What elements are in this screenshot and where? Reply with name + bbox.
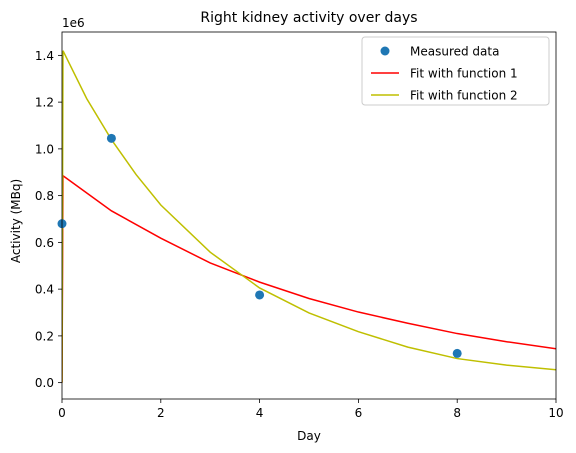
y-tick-label: 0.0 xyxy=(35,376,54,390)
y-axis-label: Activity (MBq) xyxy=(9,179,23,263)
y-axis-ticks: 0.0 0.2 0.4 0.6 0.8 1.0 1.2 1.4 xyxy=(35,49,62,390)
series-line-3 xyxy=(62,50,556,383)
chart-title: Right kidney activity over days xyxy=(200,10,417,26)
y-tick-label: 1.4 xyxy=(35,49,54,63)
axes-frame xyxy=(61,31,557,400)
data-point-2 xyxy=(106,133,116,143)
y-tick-label: 0.8 xyxy=(35,189,54,203)
legend-marker xyxy=(380,46,390,56)
x-tick-label: 10 xyxy=(548,406,563,420)
x-tick-label: 6 xyxy=(355,406,363,420)
data-point-4 xyxy=(452,348,462,358)
x-tick-label: 8 xyxy=(453,406,461,420)
legend-label: Fit with function 1 xyxy=(410,67,518,81)
x-tick-label: 4 xyxy=(256,406,264,420)
legend: Measured data Fit with function 1 Fit with… xyxy=(361,36,550,106)
x-axis-ticks: 0 2 4 6 8 10 xyxy=(58,399,564,420)
x-tick-label: 2 xyxy=(157,406,165,420)
series-line-2 xyxy=(62,174,556,383)
plot-area xyxy=(62,50,556,383)
y-tick-label: 0.4 xyxy=(35,283,54,297)
y-tick-label: 1.2 xyxy=(35,96,54,110)
legend-label: Measured data xyxy=(410,45,499,59)
legend-label: Fit with function 2 xyxy=(410,89,518,103)
data-point-3 xyxy=(255,290,265,300)
legend-box xyxy=(361,36,550,106)
x-axis-label: Day xyxy=(297,429,321,443)
y-axis-offset-text: 1e6 xyxy=(62,16,85,30)
y-tick-label: 0.2 xyxy=(35,329,54,343)
y-tick-label: 1.0 xyxy=(35,142,54,156)
y-tick-label: 0.6 xyxy=(35,236,54,250)
x-tick-label: 0 xyxy=(58,406,66,420)
